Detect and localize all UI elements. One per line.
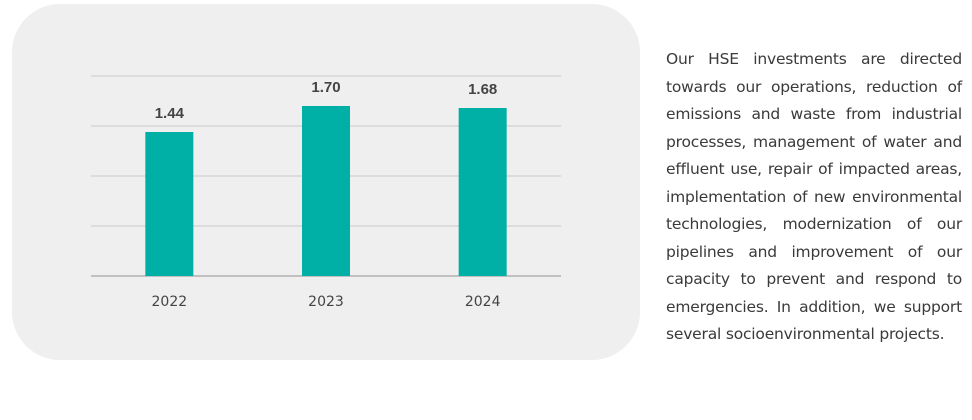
x-tick-2023: 2023: [308, 294, 344, 310]
value-label-2022: 1.44: [155, 105, 185, 122]
value-label-2024: 1.68: [468, 81, 497, 98]
description-text: Our HSE investments are directed towards…: [666, 50, 962, 343]
bars: [145, 106, 507, 276]
bar-2022: [145, 132, 194, 276]
x-tick-2024: 2024: [465, 294, 501, 310]
bar-chart: 1.44 1.70 1.68 2022 2023 2024: [91, 75, 561, 310]
bar-2024: [458, 108, 507, 276]
x-tick-labels: 2022 2023 2024: [152, 294, 501, 310]
value-label-2023: 1.70: [311, 79, 340, 96]
x-tick-2022: 2022: [152, 294, 188, 310]
bar-2023: [302, 106, 350, 276]
value-labels: 1.44 1.70 1.68: [155, 79, 498, 122]
